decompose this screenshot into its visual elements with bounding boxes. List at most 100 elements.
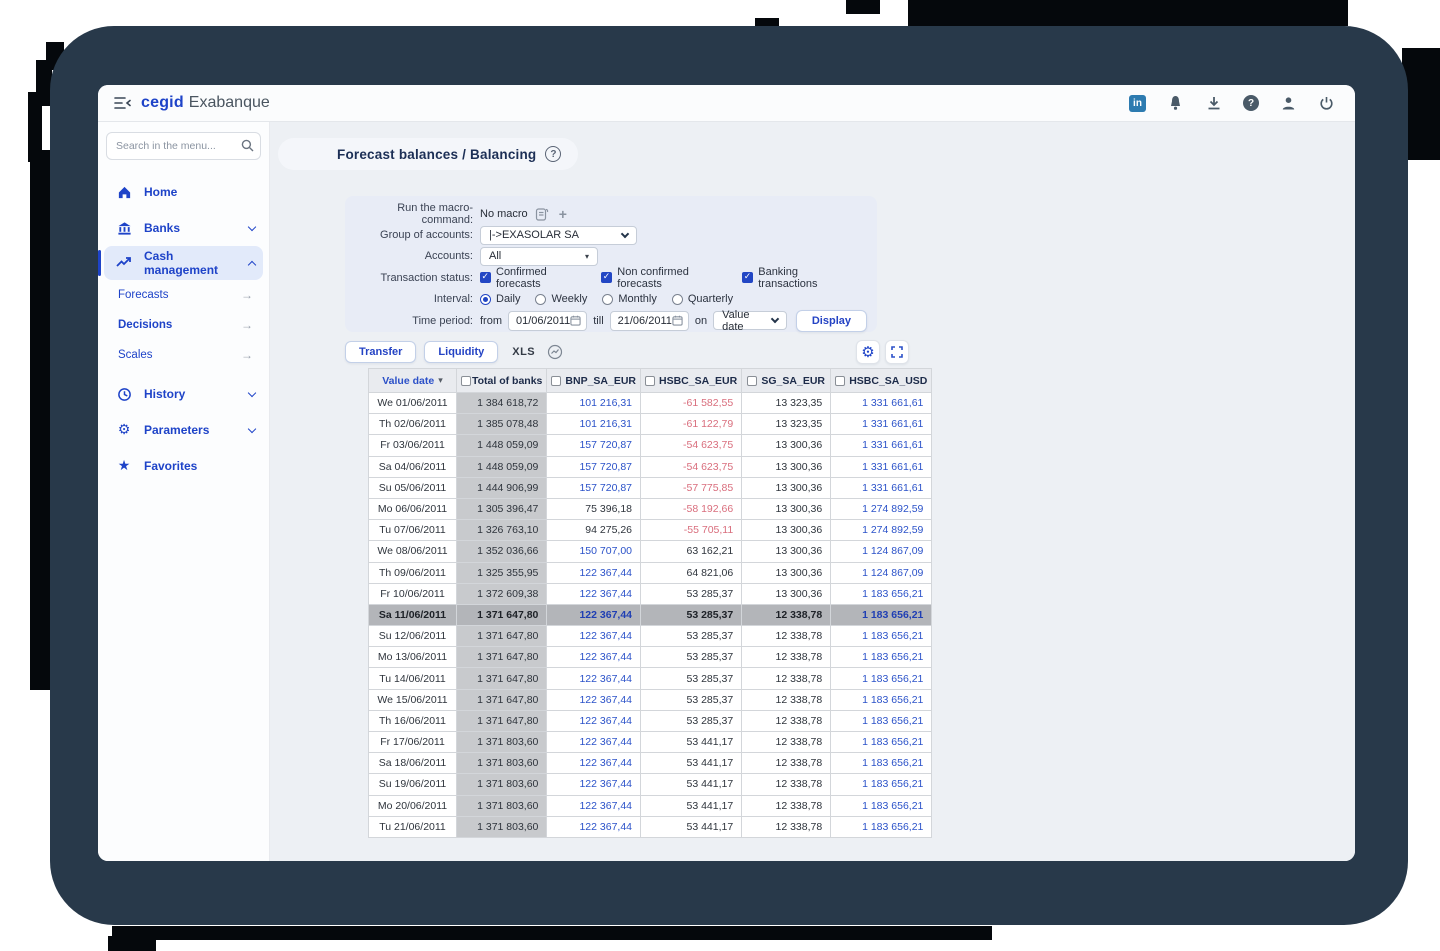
amount-cell[interactable]: 1 371 803,60 [455,794,548,817]
amount-cell[interactable]: 1 183 656,21 [830,688,933,711]
amount-cell[interactable]: 13 300,36 [741,561,832,584]
search-input[interactable] [106,132,261,160]
radio-daily[interactable]: Daily [480,293,520,305]
group-of-accounts-select[interactable]: |->EXASOLAR SA [480,225,637,245]
sidebar-item-forecasts[interactable]: Forecasts → [118,288,253,302]
amount-cell[interactable]: 1 371 803,60 [455,773,548,796]
sidebar-item-scales[interactable]: Scales → [118,348,253,362]
table-row[interactable]: Su 19/06/2011 1 371 803,60 122 367,44 53 44… [368,773,933,796]
table-row[interactable]: Su 05/06/2011 1 444 906,99 157 720,87 -57 7… [368,476,933,499]
value-date-cell[interactable]: Tu 07/06/2011 [368,519,457,542]
amount-cell[interactable]: 150 707,00 [546,540,642,563]
sidebar-item-favorites[interactable]: ★ Favorites [117,458,198,474]
table-row[interactable]: Mo 20/06/2011 1 371 803,60 122 367,44 53 44… [368,794,933,817]
amount-cell[interactable]: 53 285,37 [640,646,743,669]
download-icon[interactable] [1205,95,1222,112]
amount-cell[interactable]: 1 183 656,21 [830,730,933,754]
value-date-cell[interactable]: Fr 10/06/2011 [368,582,457,605]
column-header-hsbc-sa-eur[interactable]: HSBC_SA_EUR [640,368,743,393]
on-date-select[interactable]: Value date [713,309,787,333]
column-checkbox[interactable] [747,375,758,386]
amount-cell[interactable]: 157 720,87 [546,476,642,499]
amount-cell[interactable]: 1 274 892,59 [830,519,933,542]
amount-cell[interactable]: -61 582,55 [640,391,743,415]
value-date-cell[interactable]: Su 05/06/2011 [368,476,457,499]
value-date-cell[interactable]: Su 19/06/2011 [368,773,457,796]
page-help-icon[interactable]: ? [545,146,562,162]
amount-cell[interactable]: 122 367,44 [546,815,642,838]
amount-cell[interactable]: 1 371 647,80 [455,625,548,648]
help-icon[interactable]: ? [1243,95,1259,111]
amount-cell[interactable]: 1 124 867,09 [830,561,933,584]
amount-cell[interactable]: 122 367,44 [546,709,642,733]
table-row[interactable]: Th 16/06/2011 1 371 647,80 122 367,44 53 28… [368,709,933,733]
amount-cell[interactable]: 1 448 059,09 [455,434,548,457]
amount-cell[interactable]: 1 183 656,21 [830,582,933,605]
amount-cell[interactable]: 12 338,78 [741,730,832,754]
amount-cell[interactable]: 64 821,06 [640,561,743,584]
column-header-total-of-banks[interactable]: Total of banks [455,368,548,393]
amount-cell[interactable]: 12 338,78 [741,646,832,669]
column-header-bnp-sa-eur[interactable]: BNP_SA_EUR [546,368,642,393]
amount-cell[interactable]: 101 216,31 [546,391,642,415]
table-row[interactable]: Mo 13/06/2011 1 371 647,80 122 367,44 53 28… [368,646,933,669]
amount-cell[interactable]: 1 124 867,09 [830,540,933,563]
amount-cell[interactable]: 53 441,17 [640,794,743,817]
accounts-select[interactable]: All ▾ [480,246,598,266]
column-checkbox[interactable] [835,375,846,386]
transfer-button[interactable]: Transfer [345,341,417,363]
column-checkbox[interactable] [461,375,471,386]
amount-cell[interactable]: 122 367,44 [546,667,642,690]
amount-cell[interactable]: 122 367,44 [546,730,642,754]
amount-cell[interactable]: 53 285,37 [640,625,743,648]
table-row[interactable]: Fr 17/06/2011 1 371 803,60 122 367,44 53 44… [368,730,933,754]
table-row[interactable]: Th 02/06/2011 1 385 078,48 101 216,31 -61 1… [368,413,933,436]
column-header-sg-sa-eur[interactable]: SG_SA_EUR [741,368,832,393]
amount-cell[interactable]: 12 338,78 [741,688,832,711]
column-checkbox[interactable] [645,375,656,386]
checkbox-non-confirmed-forecasts[interactable]: Non confirmed forecasts [601,266,729,290]
amount-cell[interactable]: 122 367,44 [546,794,642,817]
amount-cell[interactable]: 1 326 763,10 [455,519,548,542]
value-date-cell[interactable]: Tu 14/06/2011 [368,667,457,690]
amount-cell[interactable]: 1 183 656,21 [830,667,933,690]
amount-cell[interactable]: 1 371 647,80 [455,688,548,711]
table-row[interactable]: We 01/06/2011 1 384 618,72 101 216,31 -61 5… [368,391,933,415]
amount-cell[interactable]: 1 448 059,09 [455,455,548,478]
amount-cell[interactable]: 53 441,17 [640,815,743,838]
amount-cell[interactable]: 1 371 647,80 [455,646,548,669]
amount-cell[interactable]: 12 338,78 [741,709,832,733]
amount-cell[interactable]: 157 720,87 [546,455,642,478]
amount-cell[interactable]: 13 323,35 [741,391,832,415]
display-button[interactable]: Display [795,309,867,332]
amount-cell[interactable]: 1 274 892,59 [830,497,933,521]
amount-cell[interactable]: 13 300,36 [741,476,832,499]
liquidity-button[interactable]: Liquidity [424,341,499,363]
amount-cell[interactable]: 1 183 656,21 [830,752,933,775]
radio-weekly[interactable]: Weekly [535,293,587,305]
amount-cell[interactable]: 12 338,78 [741,667,832,690]
value-date-cell[interactable]: Tu 21/06/2011 [368,815,457,838]
checkbox-confirmed-forecasts[interactable]: Confirmed forecasts [480,266,588,290]
sidebar-item-home[interactable]: Home [104,174,263,210]
amount-cell[interactable]: 53 285,37 [640,688,743,711]
amount-cell[interactable]: 122 367,44 [546,646,642,669]
value-date-cell[interactable]: We 15/06/2011 [368,688,457,711]
value-date-cell[interactable]: Sa 18/06/2011 [368,752,457,775]
bell-icon[interactable] [1167,95,1184,112]
from-date-input[interactable]: 01/06/2011 [508,310,588,331]
amount-cell[interactable]: -54 623,75 [640,434,743,457]
menu-collapse-icon[interactable] [114,96,132,110]
amount-cell[interactable]: 12 338,78 [741,773,832,796]
sidebar-item-banks[interactable]: Banks [104,210,263,246]
amount-cell[interactable]: 122 367,44 [546,688,642,711]
amount-cell[interactable]: 122 367,44 [546,773,642,796]
amount-cell[interactable]: -58 192,66 [640,497,743,521]
amount-cell[interactable]: 12 338,78 [741,625,832,648]
table-row[interactable]: Mo 06/06/2011 1 305 396,47 75 396,18 -58 19… [368,497,933,521]
amount-cell[interactable]: 1 305 396,47 [455,497,548,521]
amount-cell[interactable]: 94 275,26 [546,519,642,542]
amount-cell[interactable]: 13 300,36 [741,497,832,521]
table-row[interactable]: Sa 18/06/2011 1 371 803,60 122 367,44 53 44… [368,752,933,775]
amount-cell[interactable]: 122 367,44 [546,603,642,627]
